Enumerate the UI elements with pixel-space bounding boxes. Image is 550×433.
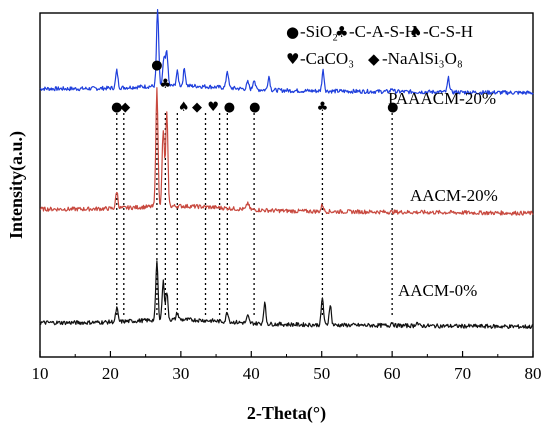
phase-marker: ◆: [120, 100, 130, 115]
legend-label: -CaCO₃: [300, 49, 354, 68]
x-tick-label: 40: [243, 364, 260, 383]
phase-marker: ♣: [317, 100, 329, 115]
x-tick-label: 80: [525, 364, 542, 383]
phase-marker: ●: [151, 58, 162, 73]
legend-marker: ♠: [409, 23, 422, 41]
phase-marker: ●: [249, 100, 260, 115]
legend-label: -C-S-H: [423, 22, 473, 41]
x-tick-label: 70: [454, 364, 471, 383]
legend-marker: ♥: [286, 50, 299, 68]
y-axis-title: Intensity(a.u.): [6, 131, 27, 239]
series-line: [39, 9, 534, 96]
phase-marker: ♣: [160, 77, 172, 92]
legend-marker: ◆: [368, 50, 380, 68]
x-tick-label: 30: [172, 364, 189, 383]
x-tick-label: 20: [102, 364, 119, 383]
x-tick-label: 60: [384, 364, 401, 383]
x-tick-label: 50: [313, 364, 330, 383]
legend-label: -C-A-S-H: [349, 22, 417, 41]
phase-marker: ♠: [178, 100, 190, 115]
phase-marker: ●: [224, 100, 235, 115]
x-axis-title: 2-Theta(°): [247, 403, 326, 424]
phase-marker: ●: [387, 100, 398, 115]
series-label: AACM-20%: [410, 186, 498, 205]
series-label: PAAACM-20%: [388, 89, 496, 108]
x-tick-label: 10: [32, 364, 49, 383]
series-line: [39, 260, 534, 329]
phase-marker: ♥: [207, 100, 219, 115]
legend-marker: ●: [286, 23, 299, 41]
series-line: [39, 87, 534, 216]
legend-label: -SiO₂: [300, 22, 338, 41]
series-label: AACM-0%: [398, 281, 477, 300]
legend-marker: ♣: [335, 23, 348, 41]
phase-marker: ◆: [192, 100, 202, 115]
phase-marker: ●: [111, 100, 122, 115]
legend-label: -NaAlSi₃O₈: [382, 49, 463, 68]
